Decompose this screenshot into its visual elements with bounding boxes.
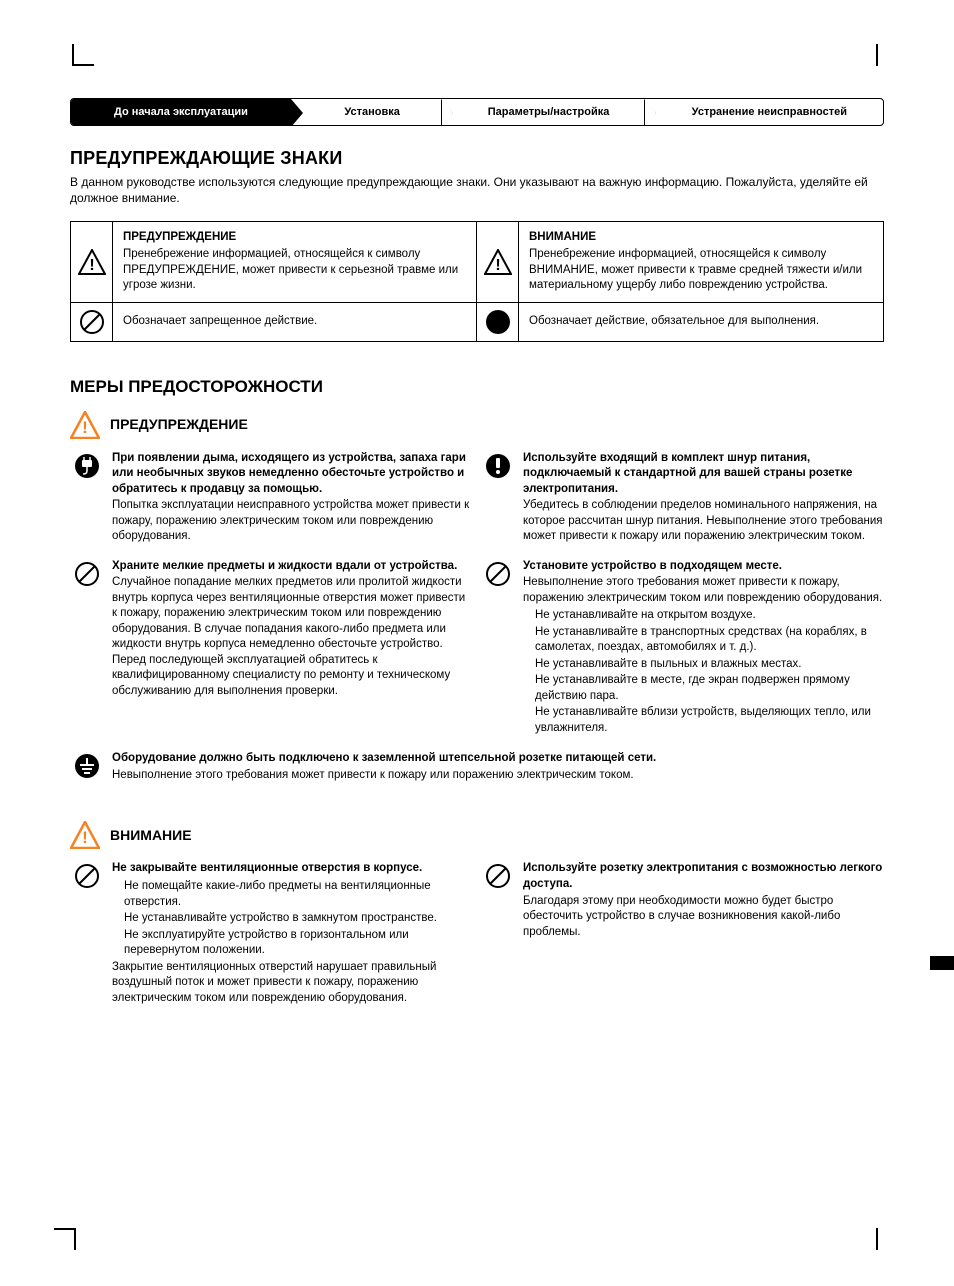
warning-subheader: ! ПРЕДУПРЕЖДЕНИЕ (70, 411, 884, 439)
caution-item-head: Не закрывайте вентиляционные отверстия в… (112, 861, 473, 877)
mandatory-definition: Обозначает действие, обязательное для вы… (519, 303, 883, 341)
list-item: Не устанавливайте устройство в замкнутом… (124, 911, 473, 927)
warn-item-head: Оборудование должно быть подключено к за… (112, 751, 884, 767)
list-item: Не эксплуатируйте устройство в горизонта… (124, 928, 473, 959)
list-item: Не помещайте какие-либо предметы на вент… (124, 879, 473, 910)
caution-items: Не закрывайте вентиляционные отверстия в… (70, 861, 884, 1006)
warning-triangle-icon: ! (71, 222, 113, 303)
tab-install: Установка (303, 99, 441, 125)
warn-item-5-row: Оборудование должно быть подключено к за… (70, 751, 884, 783)
tab-settings: Параметры/настройка (453, 99, 643, 125)
warn-item-head: Установите устройство в подходящем месте… (523, 559, 884, 575)
tab-before-use: До начала эксплуатации (71, 99, 291, 125)
caution-item-body: Закрытие вентиляционных отверстий наруша… (112, 961, 436, 1004)
crop-mark (54, 1228, 76, 1230)
warning-triangle-orange-icon: ! (70, 411, 100, 439)
warning-definition: ПРЕДУПРЕЖДЕНИЕ Пренебрежение информацией,… (113, 222, 477, 303)
warn-item-head: Используйте входящий в комплект шнур пит… (523, 451, 884, 498)
warning-body: Пренебрежение информацией, относящейся к… (123, 248, 458, 291)
warn-item-4: Установите устройство в подходящем месте… (523, 559, 884, 738)
warn-item-head: Храните мелкие предметы и жидкости вдали… (112, 559, 473, 575)
caution-item-body: Благодаря этому при необходимости можно … (523, 895, 840, 938)
caution-item-1-list: Не помещайте какие-либо предметы на вент… (124, 879, 473, 959)
prohibit-definition: Обозначает запрещенное действие. (113, 303, 477, 341)
warn-item-body: Убедитесь в соблюдении пределов номиналь… (523, 499, 882, 542)
caution-body: Пренебрежение информацией, относящейся к… (529, 248, 862, 291)
caution-label: ВНИМАНИЕ (110, 826, 192, 845)
svg-text:!: ! (82, 828, 88, 847)
caution-item-2: Используйте розетку электропитания с воз… (523, 861, 884, 1006)
heading-precautions: МЕРЫ ПРЕДОСТОРОЖНОСТИ (70, 376, 884, 399)
mandatory-icon (477, 303, 519, 341)
tab-separator (291, 99, 303, 126)
caution-head: ВНИМАНИЕ (529, 230, 873, 246)
caution-triangle-icon: ! (477, 222, 519, 303)
tab-separator (441, 99, 453, 126)
warn-item-body: Попытка эксплуатации неисправного устрой… (112, 499, 469, 542)
caution-definition: ВНИМАНИЕ Пренебрежение информацией, относ… (519, 222, 883, 303)
caution-item-head: Используйте розетку электропитания с воз… (523, 861, 884, 892)
warn-item-1: При появлении дыма, исходящего из устрой… (112, 451, 473, 545)
list-item: Не устанавливайте в пыльных и влажных ме… (535, 657, 884, 673)
warn-item-body: Невыполнение этого требования может прив… (112, 769, 634, 781)
prohibit-icon (481, 559, 515, 738)
caution-triangle-orange-icon: ! (70, 821, 100, 849)
crop-mark (876, 44, 878, 66)
tab-troubleshoot: Устранение неисправностей (656, 99, 883, 125)
prohibit-icon (70, 559, 104, 738)
warn-item-body: Невыполнение этого требования может прив… (523, 576, 882, 604)
unplug-icon (70, 451, 104, 545)
warning-items: При появлении дыма, исходящего из устрой… (70, 451, 884, 784)
tab-separator (644, 99, 656, 126)
heading-warning-signs: ПРЕДУПРЕЖДАЮЩИЕ ЗНАКИ (70, 146, 884, 170)
prohibit-icon (70, 861, 104, 1006)
caution-item-1: Не закрывайте вентиляционные отверстия в… (112, 861, 473, 1006)
svg-text:!: ! (89, 257, 94, 274)
warn-item-5: Оборудование должно быть подключено к за… (112, 751, 884, 783)
warning-label: ПРЕДУПРЕЖДЕНИЕ (110, 415, 248, 434)
warn-item-2: Используйте входящий в комплект шнур пит… (523, 451, 884, 545)
warn-item-4-list: Не устанавливайте на открытом воздухе. Н… (535, 608, 884, 736)
section-tabs: До начала эксплуатации Установка Парамет… (70, 98, 884, 126)
svg-text:!: ! (495, 257, 500, 274)
warn-item-3: Храните мелкие предметы и жидкости вдали… (112, 559, 473, 738)
caution-subheader: ! ВНИМАНИЕ (70, 821, 884, 849)
list-item: Не устанавливайте в месте, где экран под… (535, 673, 884, 704)
side-index-tab (930, 956, 954, 970)
warn-item-head: При появлении дыма, исходящего из устрой… (112, 451, 473, 498)
prohibit-icon (71, 303, 113, 341)
svg-text:!: ! (82, 418, 88, 437)
warning-head: ПРЕДУПРЕЖДЕНИЕ (123, 230, 466, 246)
sign-definitions-table: ! ПРЕДУПРЕЖДЕНИЕ Пренебрежение информацие… (70, 221, 884, 342)
warn-item-body: Случайное попадание мелких предметов или… (112, 576, 465, 697)
crop-mark (876, 1228, 878, 1250)
intro-text: В данном руководстве используются следую… (70, 174, 884, 206)
ground-icon (70, 751, 104, 783)
list-item: Не устанавливайте в транспортных средств… (535, 625, 884, 656)
crop-mark (72, 44, 74, 66)
list-item: Не устанавливайте на открытом воздухе. (535, 608, 884, 624)
prohibit-icon (481, 861, 515, 1006)
mandatory-solid-icon (481, 451, 515, 545)
list-item: Не устанавливайте вблизи устройств, выде… (535, 705, 884, 736)
